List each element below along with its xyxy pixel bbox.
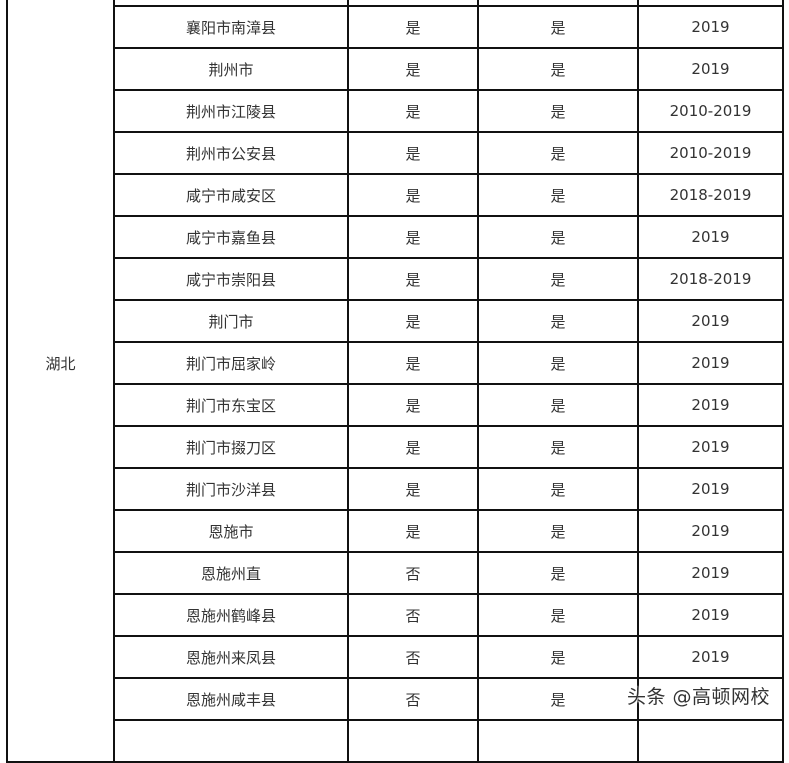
c2-cell: 是 bbox=[477, 593, 639, 637]
c2-cell: 是 bbox=[477, 131, 639, 175]
region-cell: 咸宁市嘉鱼县 bbox=[113, 215, 349, 259]
c1-cell: 否 bbox=[347, 551, 479, 595]
table-row: 荆门市是是 2019 bbox=[7, 299, 784, 343]
c2-cell: 是 bbox=[477, 89, 639, 133]
region-cell: 恩施州咸丰县 bbox=[113, 677, 349, 721]
year-cell bbox=[637, 677, 784, 721]
c1-cell: 否 bbox=[347, 593, 479, 637]
c1-cell: 是 bbox=[347, 383, 479, 427]
table-row bbox=[7, 719, 784, 763]
c1-cell: 是 bbox=[347, 299, 479, 343]
table-row: 荆州市是是 2019 bbox=[7, 47, 784, 91]
year-cell: 2010-2019 bbox=[637, 89, 784, 133]
year-cell: 2019 bbox=[637, 215, 784, 259]
region-cell: 荆门市 bbox=[113, 299, 349, 343]
year-cell: 2019 bbox=[637, 551, 784, 595]
c1-cell: 是 bbox=[347, 467, 479, 511]
year-cell: 2019 bbox=[637, 467, 784, 511]
year-cell: 2010-2019 bbox=[637, 131, 784, 175]
table-row: 荆门市沙洋县是是 2019 bbox=[7, 467, 784, 511]
year-cell: 2019 bbox=[637, 593, 784, 637]
c1-cell bbox=[347, 719, 479, 763]
table-row: 恩施州咸丰县否是 bbox=[7, 677, 784, 721]
year-cell: 2019 bbox=[637, 425, 784, 469]
region-cell: 荆门市掇刀区 bbox=[113, 425, 349, 469]
c1-cell: 是 bbox=[347, 131, 479, 175]
c2-cell: 是 bbox=[477, 299, 639, 343]
table-row: 荆州市公安县是是 2010-2019 bbox=[7, 131, 784, 175]
region-cell bbox=[113, 0, 349, 7]
c1-cell: 是 bbox=[347, 5, 479, 49]
c2-cell: 是 bbox=[477, 5, 639, 49]
table-row: 湖北 bbox=[6, 0, 784, 763]
year-cell: 2019 bbox=[637, 5, 784, 49]
year-cell: 2019 bbox=[637, 299, 784, 343]
c1-cell: 否 bbox=[347, 635, 479, 679]
c2-cell: 是 bbox=[477, 425, 639, 469]
table-row: 荆门市屈家岭是是 2019 bbox=[7, 341, 784, 385]
region-cell: 襄阳市南漳县 bbox=[113, 5, 349, 49]
c2-cell: 是 bbox=[477, 677, 639, 721]
region-cell: 荆州市 bbox=[113, 47, 349, 91]
year-cell bbox=[637, 0, 784, 7]
year-cell: 2019 bbox=[637, 383, 784, 427]
c2-cell: 是 bbox=[477, 341, 639, 385]
c1-cell: 是 bbox=[347, 215, 479, 259]
c1-cell: 否 bbox=[347, 677, 479, 721]
table-row: 咸宁市崇阳县是是 2018-2019 bbox=[7, 257, 784, 301]
c2-cell: 是 bbox=[477, 509, 639, 553]
c1-cell: 是 bbox=[347, 89, 479, 133]
table-row: 荆门市掇刀区是是 2019 bbox=[7, 425, 784, 469]
region-cell: 荆州市江陵县 bbox=[113, 89, 349, 133]
c2-cell: 是 bbox=[477, 215, 639, 259]
c1-cell bbox=[347, 0, 479, 7]
region-cell: 恩施州鹤峰县 bbox=[113, 593, 349, 637]
c1-cell: 是 bbox=[347, 341, 479, 385]
table-row: 荆州市江陵县是是 2010-2019 bbox=[7, 89, 784, 133]
c1-cell: 是 bbox=[347, 425, 479, 469]
c1-cell: 是 bbox=[347, 257, 479, 301]
c2-cell: 是 bbox=[477, 47, 639, 91]
table-row: 咸宁市嘉鱼县是是 2019 bbox=[7, 215, 784, 259]
table-row: 襄阳市南漳县是是 2019 bbox=[7, 5, 784, 49]
table-row: 恩施州来凤县否是 2019 bbox=[7, 635, 784, 679]
year-cell: 2018-2019 bbox=[637, 257, 784, 301]
c1-cell: 是 bbox=[347, 47, 479, 91]
table-row: 荆门市东宝区是是 2019 bbox=[7, 383, 784, 427]
c2-cell: 是 bbox=[477, 257, 639, 301]
province-cell: 湖北 bbox=[6, 0, 115, 763]
region-cell: 咸宁市咸安区 bbox=[113, 173, 349, 217]
year-cell: 2019 bbox=[637, 341, 784, 385]
region-cell: 荆门市东宝区 bbox=[113, 383, 349, 427]
year-cell bbox=[637, 719, 784, 763]
year-cell: 2019 bbox=[637, 47, 784, 91]
watermark: 头条 @高顿网校 bbox=[627, 686, 771, 708]
region-cell: 荆门市屈家岭 bbox=[113, 341, 349, 385]
region-cell: 咸宁市崇阳县 bbox=[113, 257, 349, 301]
c2-cell bbox=[477, 0, 639, 7]
region-cell: 荆州市公安县 bbox=[113, 131, 349, 175]
c2-cell: 是 bbox=[477, 173, 639, 217]
c2-cell: 是 bbox=[477, 635, 639, 679]
table-row: 恩施州直否是 2019 bbox=[7, 551, 784, 595]
table-row: 咸宁市咸安区是是 2018-2019 bbox=[7, 173, 784, 217]
year-cell: 2019 bbox=[637, 509, 784, 553]
region-cell: 恩施市 bbox=[113, 509, 349, 553]
region-cell: 恩施州直 bbox=[113, 551, 349, 595]
c2-cell bbox=[477, 719, 639, 763]
c2-cell: 是 bbox=[477, 383, 639, 427]
c2-cell: 是 bbox=[477, 467, 639, 511]
region-cell: 恩施州来凤县 bbox=[113, 635, 349, 679]
region-cell: 荆门市沙洋县 bbox=[113, 467, 349, 511]
data-table: 湖北 襄阳市南漳县是是 2019 荆州市是是 2019 荆州市江陵县是是 2010-2019… bbox=[6, 0, 784, 763]
table-row: 恩施市是是 2019 bbox=[7, 509, 784, 553]
c1-cell: 是 bbox=[347, 173, 479, 217]
c1-cell: 是 bbox=[347, 509, 479, 553]
region-cell bbox=[113, 719, 349, 763]
table-row: 恩施州鹤峰县否是 2019 bbox=[7, 593, 784, 637]
year-cell: 2019 bbox=[637, 635, 784, 679]
c2-cell: 是 bbox=[477, 551, 639, 595]
year-cell: 2018-2019 bbox=[637, 173, 784, 217]
